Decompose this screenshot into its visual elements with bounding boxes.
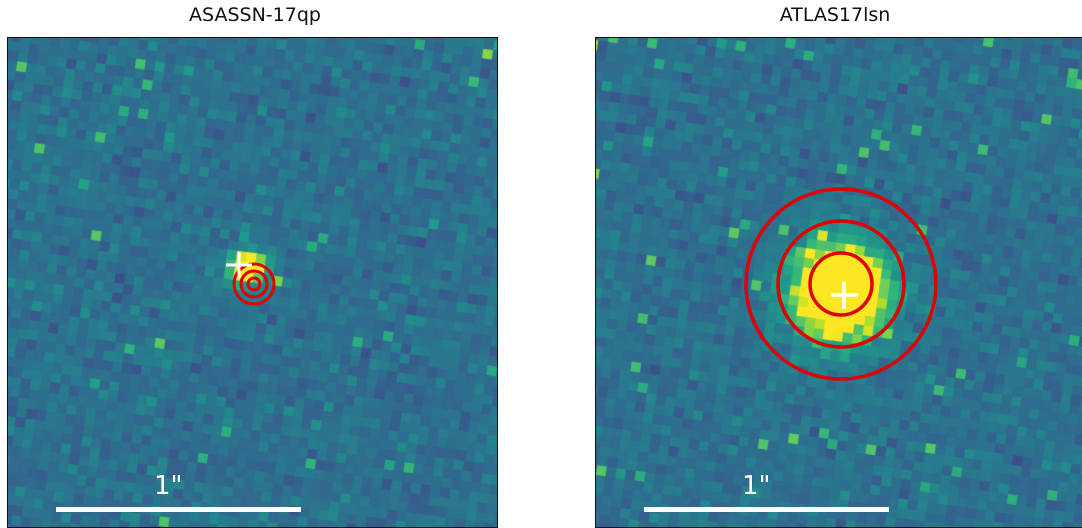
panel-left: ASASSN-17qp 1" (0, 0, 510, 528)
scale-bar-label: 1" (742, 471, 771, 501)
overlay (226, 252, 276, 306)
scale-bar (56, 507, 301, 512)
aperture-circle-inner (246, 276, 262, 292)
host-image: 1" (7, 37, 498, 528)
aperture-circle-inner (808, 251, 874, 317)
panel-title: ASASSN-17qp (189, 4, 321, 26)
aperture-circle-outer (232, 262, 276, 306)
panel-title: ATLAS17lsn (779, 4, 891, 26)
position-cross-marker (831, 282, 858, 309)
overlay (744, 187, 938, 381)
pixel-map (596, 38, 1082, 527)
host-image: 1" (595, 37, 1082, 528)
aperture-circle-outer (744, 187, 938, 381)
position-cross-marker (226, 252, 252, 278)
scale-bar (644, 507, 889, 512)
aperture-circle-middle (776, 219, 906, 349)
aperture-circle-middle (239, 269, 269, 299)
panel-right: ATLAS17lsn 1" (588, 0, 1082, 528)
pixel-map (8, 38, 497, 527)
scale-bar-label: 1" (154, 471, 183, 501)
